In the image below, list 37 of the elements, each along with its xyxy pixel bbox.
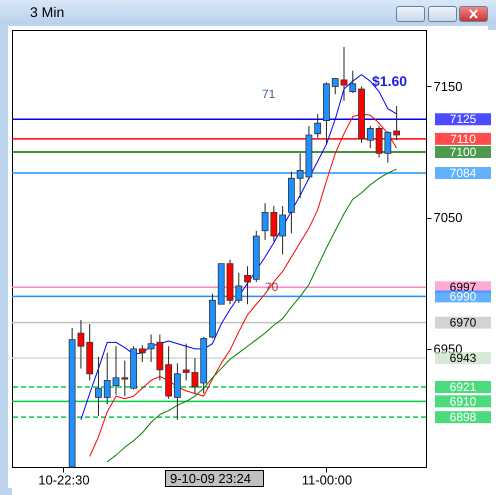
- ref-line-label: 6970: [450, 316, 477, 330]
- candlestick: [366, 125, 374, 149]
- candlestick: [384, 130, 392, 164]
- candlestick: [332, 78, 339, 95]
- candlestick: [78, 320, 84, 370]
- ref-line-label: 7110: [450, 132, 476, 146]
- candlestick: [121, 360, 128, 397]
- ref-line-label: 6921: [450, 380, 477, 394]
- candlestick: [349, 70, 356, 94]
- candlestick: [270, 205, 278, 242]
- ref-line-label: 7100: [450, 145, 477, 160]
- x-tick-label: 11-00:00: [302, 472, 352, 488]
- candlestick: [279, 205, 286, 255]
- candlestick: [262, 202, 268, 240]
- candlestick: [104, 352, 111, 405]
- ref-line-label: 6910: [450, 394, 477, 408]
- candlestick: [340, 46, 348, 102]
- candlestick: [182, 343, 190, 381]
- candlestick: [95, 356, 102, 416]
- candlestick: [174, 362, 181, 420]
- annotation: 71: [262, 87, 276, 101]
- candlestick: [244, 266, 251, 305]
- text: 9-10-09 23:24: [170, 471, 251, 486]
- y-tick-label: 7050: [434, 210, 462, 226]
- candlestick: [138, 344, 146, 363]
- chart-title: 3 Min: [30, 4, 64, 20]
- ref-line-label: 6898: [450, 410, 477, 424]
- candlestick: [314, 113, 322, 138]
- candlestick: [148, 334, 154, 363]
- x-tick-label: 10-22:30: [38, 472, 90, 488]
- annotation: $1.60: [372, 73, 408, 89]
- ref-line-label: 7125: [450, 112, 477, 126]
- candlestick: [112, 346, 120, 396]
- line-series: [106, 168, 398, 462]
- candlestick: [192, 358, 198, 394]
- ref-line-label: 7084: [450, 166, 477, 180]
- y-tick-label: 7150: [434, 78, 462, 94]
